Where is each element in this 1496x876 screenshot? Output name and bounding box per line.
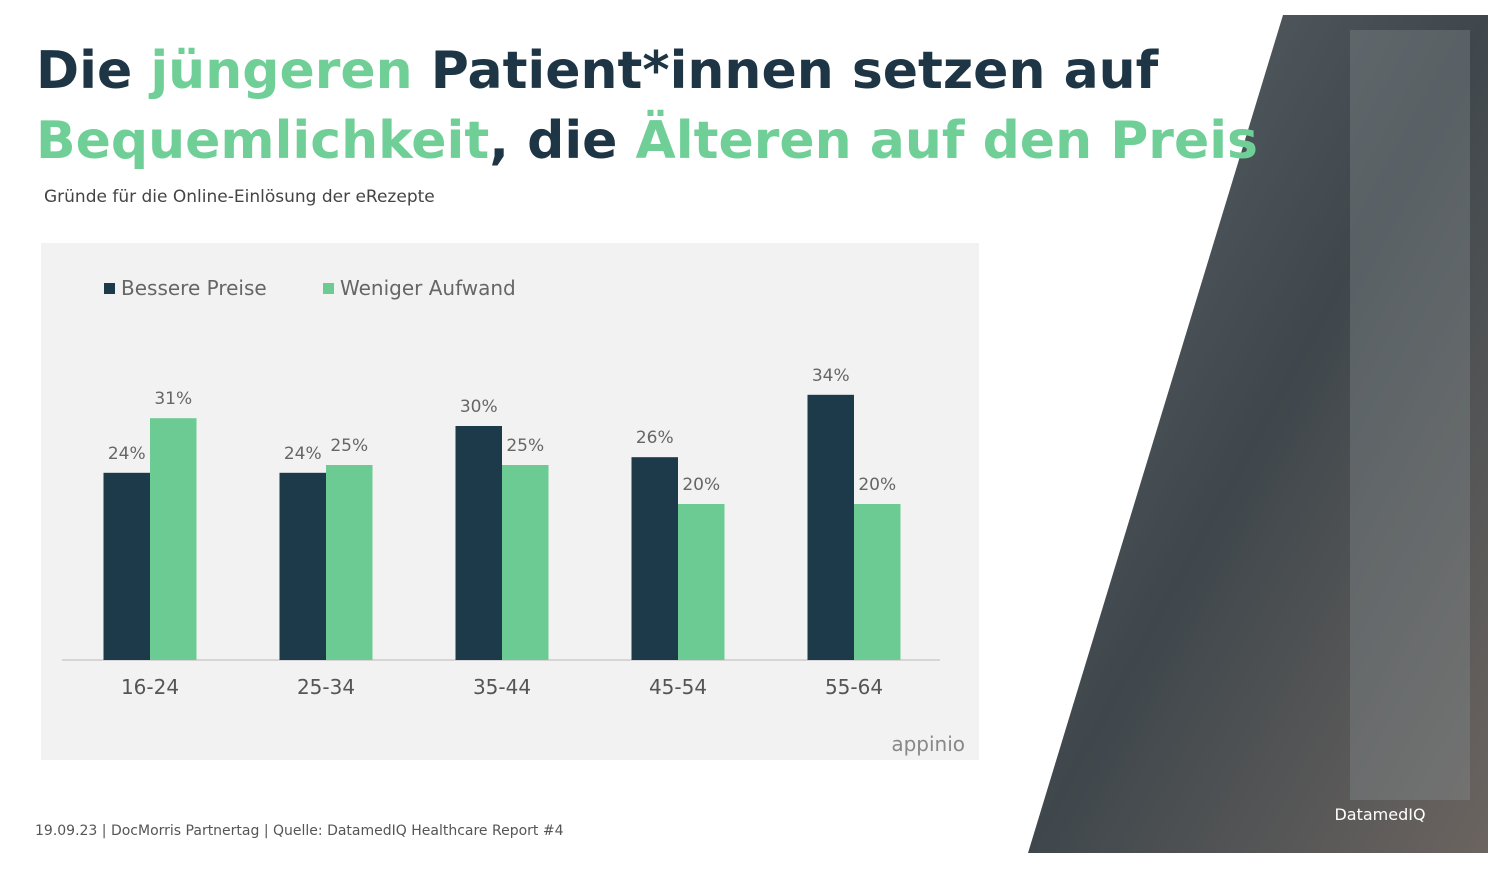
bar	[279, 472, 326, 660]
photo-logo: DatamedIQ	[1334, 805, 1425, 824]
title-segment: jüngeren	[148, 41, 412, 101]
value-label: 24%	[284, 444, 322, 464]
value-label: 25%	[506, 436, 544, 456]
legend-label: Bessere Preise	[121, 276, 267, 300]
bar	[326, 465, 373, 660]
title-segment: Die	[36, 41, 150, 101]
value-label: 34%	[812, 366, 850, 386]
x-tick-label: 16-24	[121, 675, 179, 699]
title-line: Die jüngeren Patient*innen setzen auf	[36, 41, 1160, 101]
photo	[1028, 15, 1488, 853]
x-tick-label: 55-64	[825, 675, 883, 699]
bar	[150, 418, 197, 660]
value-label: 24%	[108, 444, 146, 464]
title-segment: Älteren auf den Preis	[636, 110, 1258, 171]
title-line: Bequemlichkeit, die Älteren auf den Prei…	[36, 110, 1258, 171]
legend-label: Weniger Aufwand	[340, 276, 516, 300]
bar	[678, 504, 725, 660]
footer: 19.09.23 | DocMorris Partnertag | Quelle…	[35, 823, 564, 839]
legend-swatch	[323, 283, 334, 294]
bar	[854, 504, 901, 660]
value-label: 26%	[636, 428, 674, 448]
bar	[103, 472, 150, 660]
title-segment: , die	[489, 111, 635, 171]
x-tick-label: 35-44	[473, 675, 531, 699]
legend-swatch	[104, 283, 115, 294]
photo-door	[1350, 30, 1470, 800]
value-label: 25%	[330, 436, 368, 456]
bar	[631, 457, 678, 660]
title-segment: Patient*innen setzen auf	[413, 41, 1160, 101]
value-label: 30%	[460, 397, 498, 417]
bar	[455, 426, 502, 660]
value-label: 31%	[154, 389, 192, 409]
bar	[502, 465, 549, 660]
value-label: 20%	[858, 475, 896, 495]
subtitle: Gründe für die Online-Einlösung der eRez…	[44, 187, 435, 207]
title-segment: Bequemlichkeit	[36, 111, 489, 171]
bar	[807, 394, 854, 660]
x-tick-label: 25-34	[297, 675, 355, 699]
watermark: appinio	[891, 732, 965, 756]
value-label: 20%	[682, 475, 720, 495]
x-tick-label: 45-54	[649, 675, 707, 699]
